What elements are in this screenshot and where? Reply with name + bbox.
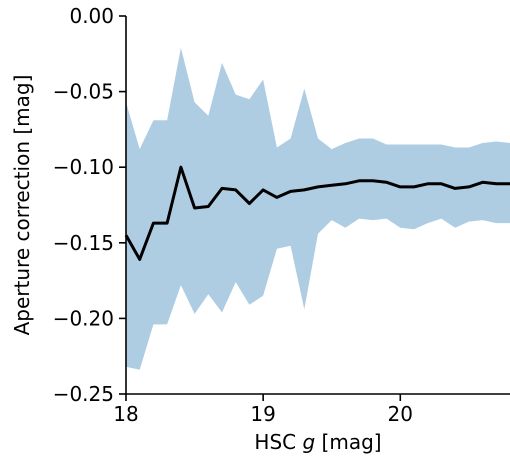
error-band-layer bbox=[126, 47, 510, 370]
x-tick-label: 20 bbox=[388, 402, 413, 426]
axes bbox=[125, 16, 510, 395]
x-axis-label-suffix: [mag] bbox=[315, 430, 381, 454]
y-tick-label: −0.10 bbox=[53, 155, 114, 179]
x-axis-label-prefix: HSC bbox=[254, 430, 302, 454]
y-tick-label: 0.00 bbox=[69, 4, 114, 28]
x-tick-label: 18 bbox=[113, 402, 138, 426]
y-tick-label: −0.20 bbox=[53, 306, 114, 330]
y-tick-label: −0.15 bbox=[53, 231, 114, 255]
y-tick-label: −0.05 bbox=[53, 80, 114, 104]
y-tick-label: −0.25 bbox=[53, 382, 114, 406]
error-band bbox=[126, 47, 510, 370]
x-tick-label: 19 bbox=[250, 402, 275, 426]
y-axis-label: Aperture correction [mag] bbox=[10, 75, 34, 336]
x-axis-label: HSC g [mag] bbox=[254, 430, 381, 454]
x-ticks: 18 19 20 bbox=[113, 394, 413, 426]
x-axis-label-variable: g bbox=[302, 430, 315, 454]
y-ticks: 0.00 −0.05 −0.10 −0.15 −0.20 −0.25 bbox=[53, 4, 126, 406]
